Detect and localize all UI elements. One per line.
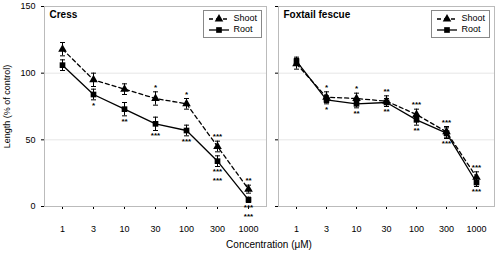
svg-text:3: 3 <box>324 224 329 234</box>
svg-text:*: * <box>325 105 329 114</box>
svg-text:*: * <box>325 83 329 92</box>
svg-text:**: ** <box>383 87 390 96</box>
svg-text:300: 300 <box>210 224 225 234</box>
svg-text:***: *** <box>412 100 422 109</box>
svg-text:50: 50 <box>25 135 35 145</box>
svg-text:150: 150 <box>20 1 35 11</box>
svg-text:*: * <box>355 84 359 93</box>
svg-text:***: *** <box>472 163 482 172</box>
svg-text:***: *** <box>442 139 452 148</box>
svg-text:1000: 1000 <box>466 224 486 234</box>
html-text:Root: Root <box>461 24 481 34</box>
svg-text:1: 1 <box>294 224 299 234</box>
html-text:Shoot: Shoot <box>461 13 485 23</box>
svg-text:100: 100 <box>409 224 424 234</box>
html-text:Root: Root <box>233 24 253 34</box>
svg-text:*: * <box>154 83 158 92</box>
svg-text:**: ** <box>245 176 252 185</box>
svg-text:1: 1 <box>60 224 65 234</box>
svg-text:Foxtail fescue: Foxtail fescue <box>284 9 351 20</box>
html-text:Shoot: Shoot <box>233 13 257 23</box>
svg-text:***: *** <box>151 131 161 140</box>
svg-text:Length (% of control): Length (% of control) <box>2 65 12 149</box>
svg-text:10: 10 <box>351 224 361 234</box>
svg-text:***: *** <box>213 176 223 185</box>
svg-text:**: ** <box>413 126 420 135</box>
svg-text:100: 100 <box>179 224 194 234</box>
svg-text:30: 30 <box>381 224 391 234</box>
svg-text:***: *** <box>472 187 482 196</box>
svg-text:Cress: Cress <box>50 9 78 20</box>
svg-text:30: 30 <box>150 224 160 234</box>
svg-text:***: *** <box>244 203 254 212</box>
svg-text:**: ** <box>121 117 128 126</box>
svg-text:***: *** <box>244 212 254 221</box>
svg-text:*: * <box>92 101 96 110</box>
svg-text:***: *** <box>442 118 452 127</box>
svg-text:10: 10 <box>119 224 129 234</box>
svg-text:***: *** <box>213 167 223 176</box>
svg-text:***: *** <box>182 137 192 146</box>
svg-text:**: ** <box>383 107 390 116</box>
svg-text:3: 3 <box>91 224 96 234</box>
svg-text:300: 300 <box>439 224 454 234</box>
svg-text:1000: 1000 <box>238 224 258 234</box>
svg-text:0: 0 <box>30 201 35 211</box>
svg-text:**: ** <box>353 109 360 118</box>
svg-text:100: 100 <box>20 68 35 78</box>
svg-text:***: *** <box>213 132 223 141</box>
svg-text:*: * <box>185 90 189 99</box>
html-text:Concentration (μM): Concentration (μM) <box>226 239 312 250</box>
